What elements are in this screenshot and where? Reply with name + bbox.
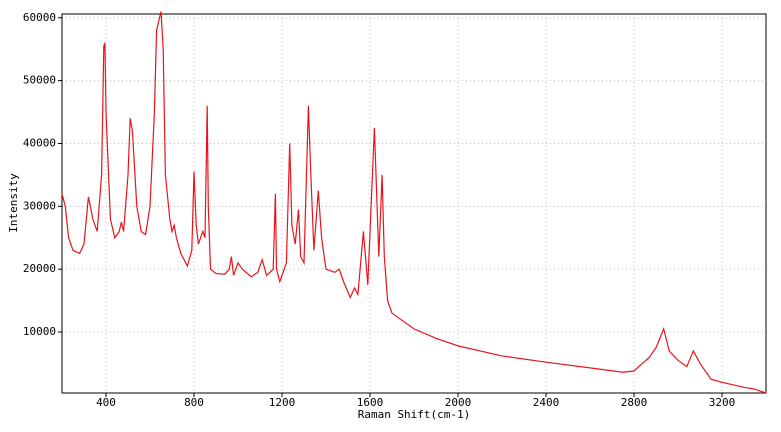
y-tick-label: 50000 <box>23 74 56 87</box>
x-tick-label: 3200 <box>709 396 736 409</box>
y-tick-label: 20000 <box>23 262 56 275</box>
x-tick-label: 800 <box>184 396 204 409</box>
x-tick-label: 2000 <box>445 396 472 409</box>
x-tick-label: 1200 <box>269 396 296 409</box>
data-line <box>61 11 767 394</box>
y-tick-label: 30000 <box>23 199 56 212</box>
y-tick-label: 40000 <box>23 136 56 149</box>
y-tick-label: 10000 <box>23 325 56 338</box>
y-axis-label: Intensity <box>7 173 20 233</box>
plot-frame <box>61 13 767 394</box>
x-axis-label: Raman Shift(cm-1) <box>358 408 471 421</box>
x-tick-label: 2800 <box>621 396 648 409</box>
x-tick-label: 2400 <box>533 396 560 409</box>
x-tick-label: 400 <box>96 396 116 409</box>
y-tick-label: 60000 <box>23 11 56 24</box>
x-tick-label: 1600 <box>357 396 384 409</box>
